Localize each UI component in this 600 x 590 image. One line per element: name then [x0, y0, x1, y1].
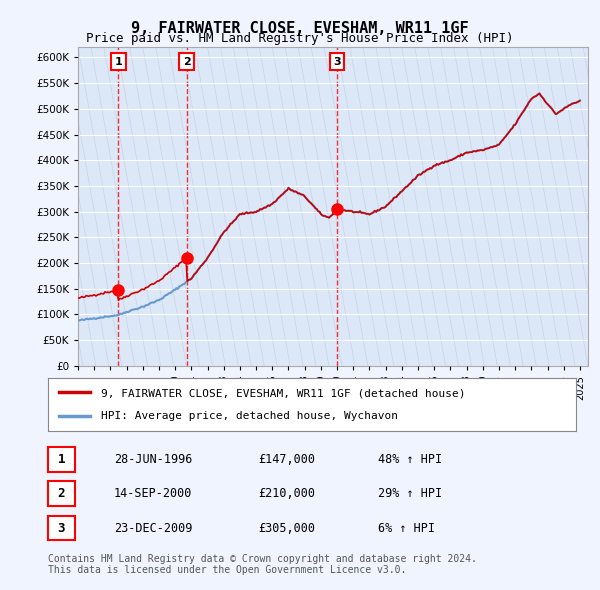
Text: 9, FAIRWATER CLOSE, EVESHAM, WR11 1GF: 9, FAIRWATER CLOSE, EVESHAM, WR11 1GF — [131, 21, 469, 35]
Text: 3: 3 — [333, 57, 340, 67]
Text: 48% ↑ HPI: 48% ↑ HPI — [378, 453, 442, 466]
Text: 1: 1 — [115, 57, 122, 67]
Text: £210,000: £210,000 — [258, 487, 315, 500]
Text: 2: 2 — [182, 57, 190, 67]
Text: £147,000: £147,000 — [258, 453, 315, 466]
Text: 6% ↑ HPI: 6% ↑ HPI — [378, 522, 435, 535]
Text: 23-DEC-2009: 23-DEC-2009 — [114, 522, 193, 535]
Text: Price paid vs. HM Land Registry's House Price Index (HPI): Price paid vs. HM Land Registry's House … — [86, 32, 514, 45]
Text: 2: 2 — [58, 487, 65, 500]
Text: 28-JUN-1996: 28-JUN-1996 — [114, 453, 193, 466]
Text: 1: 1 — [58, 453, 65, 466]
Text: 9, FAIRWATER CLOSE, EVESHAM, WR11 1GF (detached house): 9, FAIRWATER CLOSE, EVESHAM, WR11 1GF (d… — [101, 389, 466, 398]
Text: 29% ↑ HPI: 29% ↑ HPI — [378, 487, 442, 500]
Text: 3: 3 — [58, 522, 65, 535]
Text: £305,000: £305,000 — [258, 522, 315, 535]
Text: Contains HM Land Registry data © Crown copyright and database right 2024.
This d: Contains HM Land Registry data © Crown c… — [48, 553, 477, 575]
Text: HPI: Average price, detached house, Wychavon: HPI: Average price, detached house, Wych… — [101, 411, 398, 421]
Text: 14-SEP-2000: 14-SEP-2000 — [114, 487, 193, 500]
